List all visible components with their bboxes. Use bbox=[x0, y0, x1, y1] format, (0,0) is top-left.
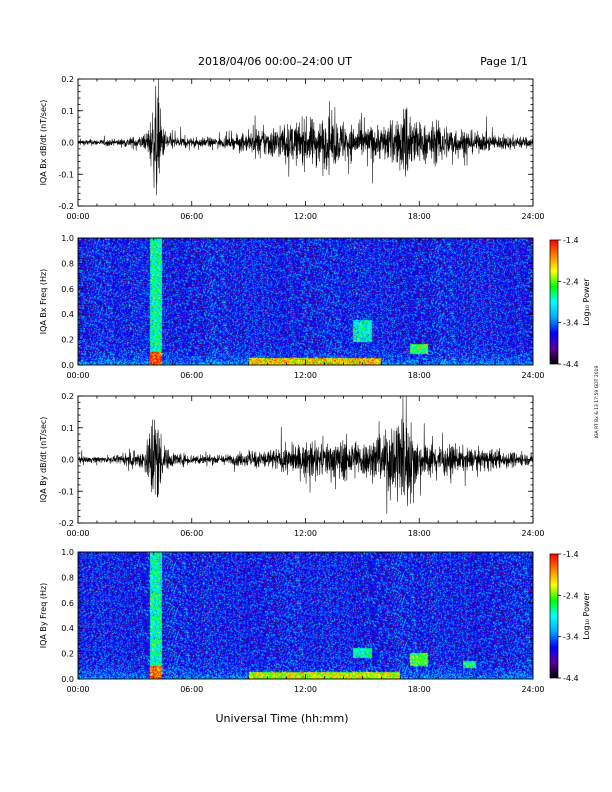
x-tick-label: 18:00 bbox=[408, 371, 431, 380]
dbdt-trace-line bbox=[77, 78, 534, 196]
y-tick-label: 0.8 bbox=[61, 259, 74, 268]
by-spectrogram-ticks: 00:00 06:00 12:00 18:00 24:00 1.0 0.8 0.6 0.4 0.2… bbox=[61, 548, 544, 694]
y-tick-label: 0.0 bbox=[61, 675, 74, 684]
x-tick-label: 06:00 bbox=[180, 529, 203, 538]
y-tick-label: 0.4 bbox=[61, 624, 74, 633]
x-tick-label: 24:00 bbox=[521, 529, 544, 538]
colorbar-tick-label: -1.4 bbox=[563, 236, 579, 245]
x-tick-label: 12:00 bbox=[294, 212, 317, 221]
y-tick-label: -0.1 bbox=[58, 170, 74, 179]
colorbar-gradient bbox=[549, 553, 559, 679]
x-tick-label: 24:00 bbox=[521, 212, 544, 221]
colorbar-tick-label: -3.4 bbox=[563, 633, 579, 642]
bx-spectrogram-ticks: 00:00 06:00 12:00 18:00 24:00 1.0 0.8 0.6 0.4 0.2… bbox=[61, 234, 544, 380]
x-tick-label: 00:00 bbox=[66, 371, 89, 380]
x-tick-label: 24:00 bbox=[521, 685, 544, 694]
x-tick-label: 06:00 bbox=[180, 371, 203, 380]
x-tick-label: 06:00 bbox=[180, 685, 203, 694]
bx-timeseries-ylabel: IQA Bx dB/dt (nT/sec) bbox=[39, 100, 48, 186]
y-tick-label: 0.2 bbox=[61, 392, 74, 401]
y-tick-label: 0.8 bbox=[61, 573, 74, 582]
y-tick-label: 1.0 bbox=[61, 548, 74, 557]
by-timeseries-ticks: 00:00 06:00 12:00 18:00 24:00 0.2 0.1 0.0 -0.1 -0… bbox=[58, 392, 544, 538]
x-tick-label: 18:00 bbox=[408, 212, 431, 221]
y-tick-label: 0.0 bbox=[61, 456, 74, 465]
colorbar-tick-label: -4.4 bbox=[563, 360, 579, 369]
by-dbdt-trace bbox=[77, 395, 534, 514]
y-tick-label: 0.0 bbox=[61, 139, 74, 148]
y-tick-label: 0.1 bbox=[61, 107, 74, 116]
y-tick-label: 0.2 bbox=[61, 336, 74, 345]
y-tick-label: 1.0 bbox=[61, 234, 74, 243]
colorbar-label: Log₁₀ Power bbox=[582, 278, 591, 326]
x-tick-label: 00:00 bbox=[66, 212, 89, 221]
y-tick-label: -0.2 bbox=[58, 202, 74, 211]
colorbar-tick-label: -1.4 bbox=[563, 550, 579, 559]
dbdt-trace-line bbox=[77, 395, 534, 514]
colorbar-tick-label: -4.4 bbox=[563, 674, 579, 683]
bx-dbdt-trace bbox=[77, 78, 534, 196]
y-tick-label: -0.1 bbox=[58, 487, 74, 496]
bx-spectrogram-image bbox=[78, 238, 533, 365]
x-tick-label: 12:00 bbox=[294, 685, 317, 694]
colorbar-tick-label: -2.4 bbox=[563, 277, 579, 286]
y-tick-label: 0.2 bbox=[61, 75, 74, 84]
colorbar-tick-label: -2.4 bbox=[563, 591, 579, 600]
x-axis-label: Universal Time (hh:mm) bbox=[216, 712, 349, 725]
bx-spectrogram-ylabel: IQA Bx Freq (Hz) bbox=[39, 269, 48, 335]
by-timeseries-ylabel: IQA By dB/dt (nT/sec) bbox=[39, 417, 48, 503]
generation-note: IGA RT Bx & 13 17:59 GDT 2019 bbox=[594, 366, 600, 439]
by-spectrogram-ylabel: IQA By Freq (Hz) bbox=[39, 583, 48, 649]
bx-colorbar: -1.4 -2.4 -3.4 -4.4 Log₁₀ Power bbox=[549, 236, 591, 369]
x-tick-label: 24:00 bbox=[521, 371, 544, 380]
y-tick-label: 0.1 bbox=[61, 424, 74, 433]
bx-timeseries-panel: 00:00 06:00 12:00 18:00 24:00 0.2 0.1 0.0 -0.1 -0… bbox=[39, 75, 545, 221]
colorbar-gradient bbox=[549, 239, 559, 365]
x-tick-label: 00:00 bbox=[66, 685, 89, 694]
y-tick-label: 0.2 bbox=[61, 650, 74, 659]
bx-spectrogram-panel: 00:00 06:00 12:00 18:00 24:00 1.0 0.8 0.6 0.4 0.2… bbox=[39, 234, 545, 380]
colorbar-label: Log₁₀ Power bbox=[582, 592, 591, 640]
y-tick-label: 0.6 bbox=[61, 285, 74, 294]
date-range-title: 2018/04/06 00:00–24:00 UT bbox=[198, 55, 352, 68]
x-tick-label: 12:00 bbox=[294, 529, 317, 538]
by-spectrogram-image bbox=[78, 552, 533, 679]
y-tick-label: 0.6 bbox=[61, 599, 74, 608]
x-tick-label: 18:00 bbox=[408, 685, 431, 694]
colorbar-tick-label: -3.4 bbox=[563, 319, 579, 328]
x-tick-label: 12:00 bbox=[294, 371, 317, 380]
x-tick-label: 06:00 bbox=[180, 212, 203, 221]
page-indicator: Page 1/1 bbox=[480, 55, 528, 68]
y-tick-label: 0.4 bbox=[61, 310, 74, 319]
y-tick-label: 0.0 bbox=[61, 361, 74, 370]
bx-timeseries-ticks: 00:00 06:00 12:00 18:00 24:00 0.2 0.1 0.0 -0.1 -0… bbox=[58, 75, 544, 221]
y-tick-label: -0.2 bbox=[58, 519, 74, 528]
x-tick-label: 00:00 bbox=[66, 529, 89, 538]
by-timeseries-panel: 00:00 06:00 12:00 18:00 24:00 0.2 0.1 0.0 -0.1 -0… bbox=[39, 392, 545, 538]
by-spectrogram-panel: 00:00 06:00 12:00 18:00 24:00 1.0 0.8 0.6 0.4 0.2… bbox=[39, 548, 545, 694]
x-tick-label: 18:00 bbox=[408, 529, 431, 538]
by-colorbar: -1.4 -2.4 -3.4 -4.4 Log₁₀ Power bbox=[549, 550, 591, 683]
